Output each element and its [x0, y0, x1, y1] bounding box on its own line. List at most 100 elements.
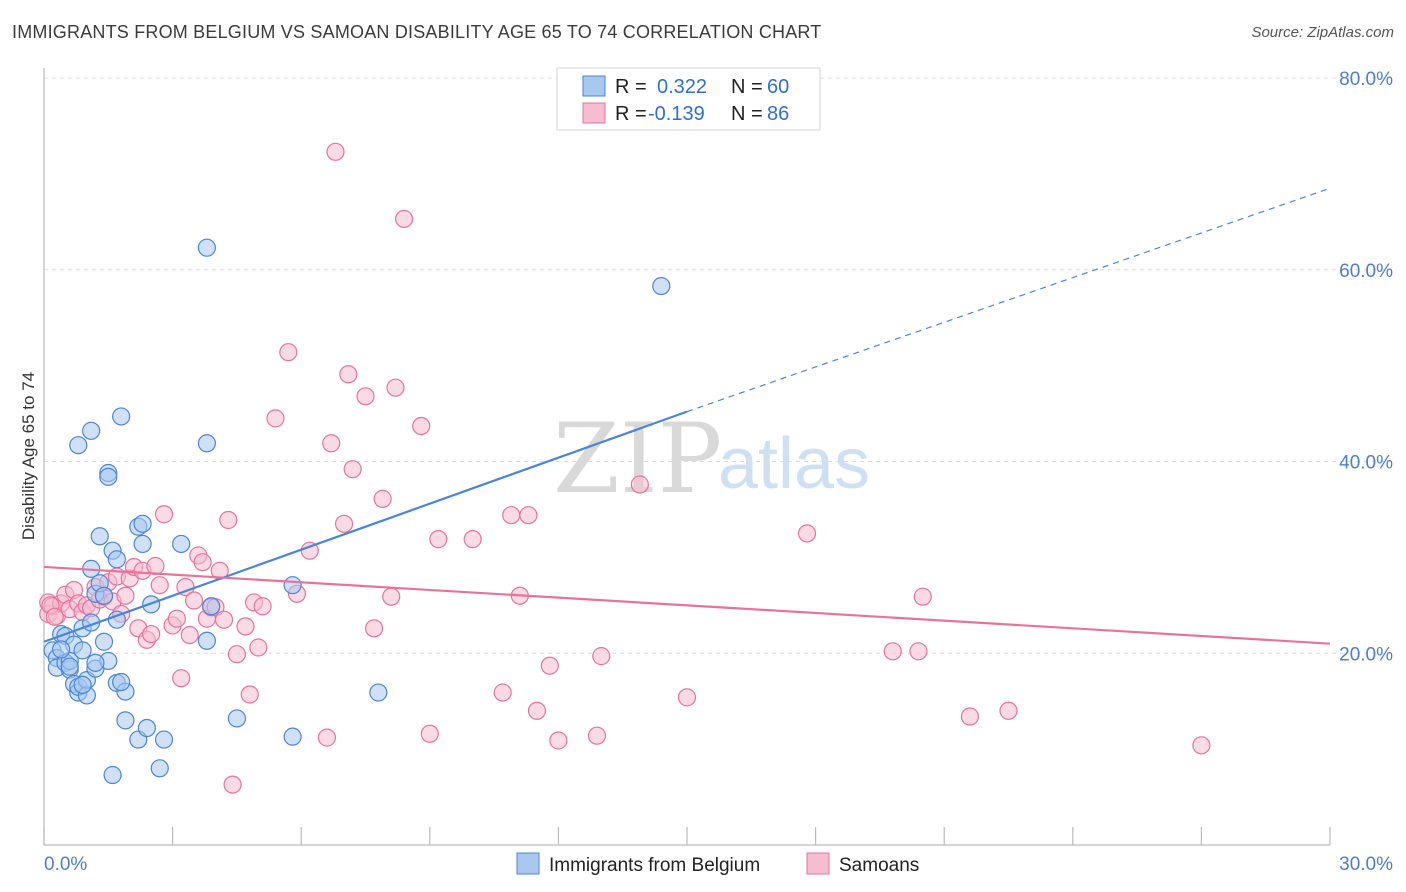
belgium-point — [60, 657, 79, 676]
samoan-point — [999, 701, 1018, 720]
legend-n-value-belgium: 60 — [767, 76, 789, 98]
belgium-points — [43, 238, 671, 785]
samoan-point — [150, 576, 169, 595]
samoan-point — [429, 530, 448, 549]
samoan-point — [382, 587, 401, 606]
y-tick-label: 80.0% — [1339, 69, 1393, 90]
samoan-point — [502, 506, 521, 525]
samoan-point — [339, 365, 358, 384]
belgium-point — [197, 631, 216, 650]
belgium-point — [90, 527, 109, 546]
samoan-point — [180, 625, 199, 645]
belgium-point — [202, 597, 221, 616]
legend-swatch-belgium — [582, 75, 606, 97]
bottom-legend-label-samoan: Samoans — [839, 855, 919, 876]
belgium-point — [133, 534, 152, 554]
samoan-point — [587, 726, 607, 745]
chart-title: IMMIGRANTS FROM BELGIUM VS SAMOAN DISABI… — [12, 22, 822, 42]
samoan-point — [493, 683, 512, 702]
belgium-point — [283, 576, 302, 595]
belgium-point — [652, 276, 671, 296]
y-tick-label: 20.0% — [1339, 644, 1393, 665]
samoan-point — [227, 645, 246, 664]
belgium-point — [94, 586, 114, 605]
samoan-point — [630, 475, 649, 494]
samoan-point — [45, 607, 64, 626]
belgium-point — [172, 534, 191, 554]
samoan-point — [356, 387, 375, 406]
tick-labels: 20.0% 40.0% 60.0% 80.0% 0.0% 30.0% — [44, 69, 1393, 875]
legend-r-value-belgium: 0.322 — [657, 76, 707, 98]
samoan-point — [219, 510, 238, 530]
samoan-point — [249, 638, 268, 657]
legend-swatch-samoan — [582, 102, 606, 124]
y-axis-label: Disability Age 65 to 74 — [19, 372, 38, 540]
samoan-point — [549, 731, 568, 750]
samoan-point — [214, 610, 234, 629]
samoan-point — [540, 656, 559, 675]
legend-r-value-samoan: -0.139 — [648, 103, 705, 125]
samoan-point — [960, 707, 980, 726]
belgium-point — [99, 467, 118, 486]
watermark-zip: ZIP — [553, 403, 722, 515]
legend-r-label-belgium: R = — [615, 76, 647, 98]
belgium-trend-extension — [686, 187, 1331, 413]
samoan-point — [592, 647, 611, 666]
samoan-point — [334, 514, 354, 533]
samoan-point — [463, 530, 482, 549]
samoan-point — [394, 209, 414, 229]
samoan-point — [913, 587, 932, 606]
belgium-point — [137, 718, 156, 738]
source-label: Source: ZipAtlas.com — [1251, 24, 1394, 41]
x-tick-label: 30.0% — [1339, 854, 1393, 875]
belgium-point — [197, 434, 216, 453]
samoan-point — [677, 688, 697, 707]
y-tick-label: 40.0% — [1339, 453, 1393, 474]
bottom-legend-label-belgium: Immigrants from Belgium — [549, 855, 760, 876]
samoan-point — [1192, 736, 1211, 755]
samoan-point — [172, 669, 191, 688]
samoan-point — [236, 617, 255, 636]
grid-lines — [44, 77, 1395, 654]
bottom-legend: Immigrants from Belgium Samoans — [516, 852, 919, 876]
legend-r-label-samoan: R = — [615, 103, 647, 125]
belgium-point — [86, 653, 105, 672]
samoan-point — [167, 609, 186, 628]
samoan-point — [116, 586, 135, 605]
samoan-point — [253, 597, 272, 616]
belgium-point — [52, 640, 71, 659]
belgium-trend-line — [43, 410, 688, 643]
belgium-point — [73, 641, 92, 660]
samoan-point — [146, 556, 165, 576]
samoan-point — [142, 624, 161, 644]
samoan-point — [909, 642, 928, 661]
samoan-point — [322, 434, 341, 453]
belgium-point — [103, 765, 122, 785]
legend-n-label-samoan: N = — [731, 103, 763, 125]
x-tick-label: 0.0% — [44, 854, 87, 875]
samoan-point — [184, 591, 204, 610]
belgium-point — [112, 407, 131, 426]
legend: R = 0.322 N = 60 R = -0.139 N = 86 — [556, 67, 821, 131]
samoan-point — [279, 343, 298, 362]
legend-n-label-belgium: N = — [731, 76, 763, 98]
samoan-point — [412, 416, 431, 436]
samoan-point — [154, 505, 174, 524]
belgium-point — [283, 727, 302, 746]
belgium-point — [369, 683, 388, 702]
trend-lines — [43, 187, 1331, 645]
axes — [43, 68, 1331, 846]
samoan-point — [527, 701, 547, 720]
samoan-point — [193, 553, 212, 572]
samoan-point — [240, 685, 259, 704]
belgium-point — [73, 675, 92, 694]
samoan-point — [364, 619, 384, 638]
belgium-point — [107, 550, 126, 569]
belgium-point — [69, 436, 88, 455]
samoan-point — [797, 524, 817, 543]
samoan-point — [223, 775, 242, 794]
samoan-point — [343, 460, 362, 479]
samoan-point — [386, 378, 405, 397]
watermark: ZIP atlas — [553, 403, 870, 515]
